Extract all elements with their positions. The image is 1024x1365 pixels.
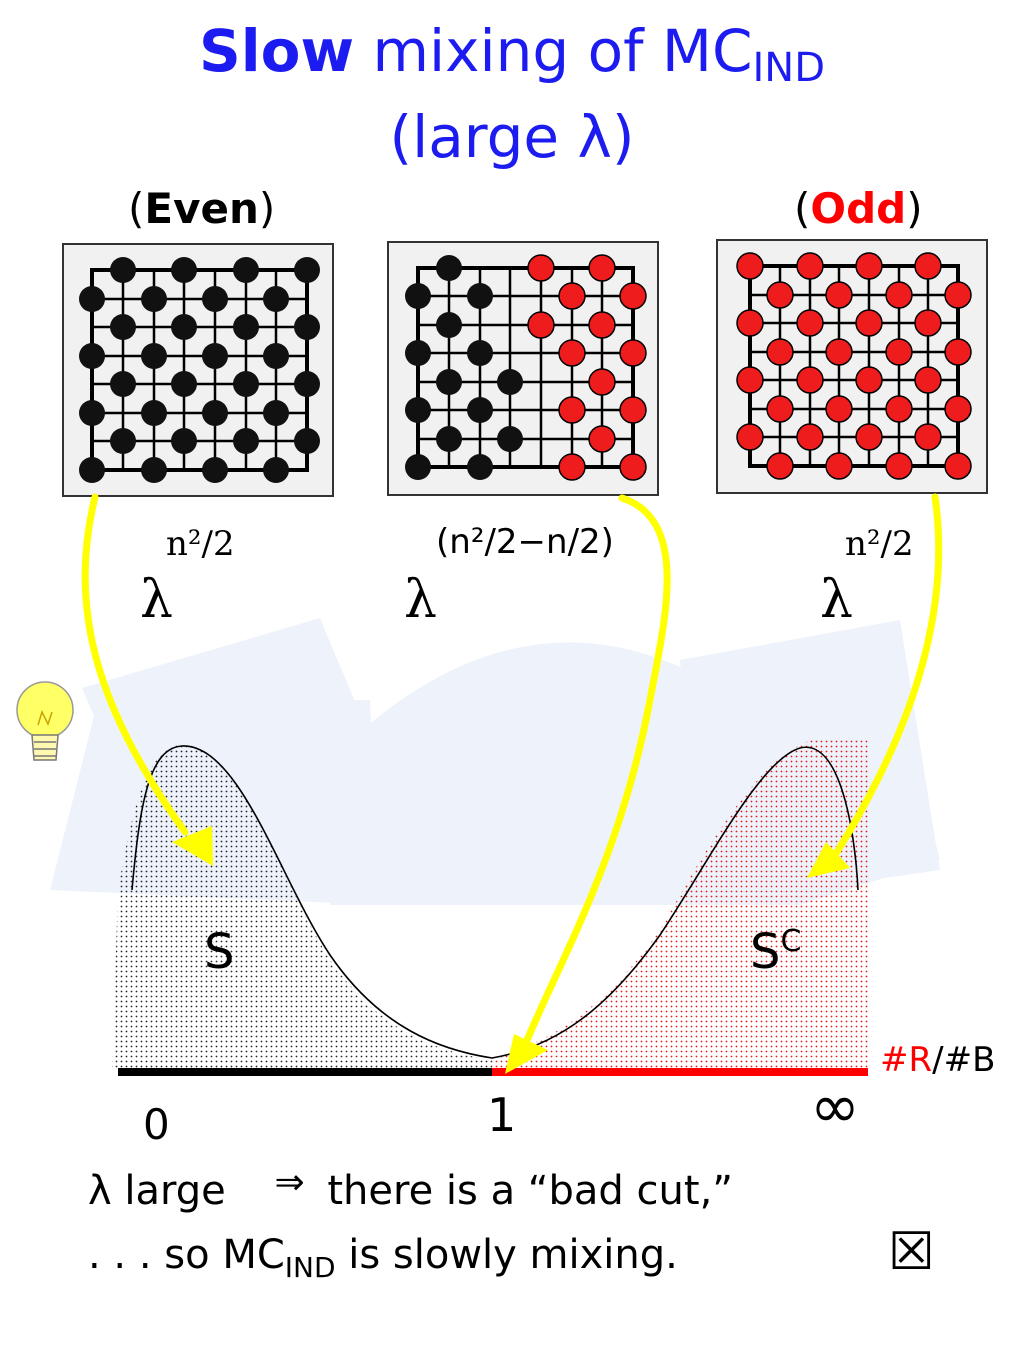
region-Sc-label: SC <box>750 924 802 980</box>
axis-tick-zero: 0 <box>143 1100 170 1149</box>
arrow-odd-to-Sc <box>831 493 943 859</box>
even-word: Even <box>144 184 259 233</box>
arrowhead-even <box>172 826 213 866</box>
odd-label: (Odd) <box>794 184 923 233</box>
title-text: mixing of MC <box>354 17 753 85</box>
conclusion-bad-cut: there is a “bad cut,” <box>327 1168 733 1214</box>
odd-word: Odd <box>810 184 907 233</box>
odd-stones <box>736 252 972 480</box>
left-region-shading <box>112 744 492 1068</box>
even-stones <box>79 257 320 483</box>
region-S-label: S <box>204 924 235 980</box>
even-exponent: n²/2 <box>166 524 235 564</box>
mixed-exponent: (n²/2−n/2) <box>436 522 614 562</box>
implies-symbol: ⇒ <box>274 1162 305 1203</box>
title-bold-word: Slow <box>198 17 355 85</box>
mixed-black-stones <box>405 255 523 480</box>
mixed-lambda: λ <box>404 570 437 630</box>
even-label: (Even) <box>128 184 276 233</box>
even-lambda: λ <box>140 570 173 630</box>
axis-ratio-label: #R/#B <box>880 1040 996 1080</box>
even-configuration-panel <box>62 243 334 497</box>
odd-configuration-panel <box>716 239 988 494</box>
slide-title: Slow mixing of MCIND <box>0 22 1024 88</box>
mixed-configuration-panel <box>387 241 659 496</box>
axis-tick-one: 1 <box>487 1088 517 1142</box>
mixed-red-stones <box>527 254 647 481</box>
arrowhead-odd <box>807 842 850 878</box>
arrow-mixed-to-1 <box>521 494 671 1049</box>
title-subscript: IND <box>752 45 825 91</box>
conclusion-lambda-large: λ large <box>88 1168 226 1214</box>
axis-tick-infinity: ∞ <box>810 1072 860 1142</box>
distribution-curve <box>131 745 859 1059</box>
yellow-arrows <box>81 493 943 1049</box>
arrowhead-mixed <box>505 1034 548 1074</box>
odd-lambda: λ <box>820 570 853 630</box>
arrow-even-to-S <box>81 493 189 836</box>
lightbulb-icon <box>16 681 74 761</box>
odd-exponent: n²/2 <box>845 524 914 564</box>
title-line-2: (large λ) <box>389 103 635 171</box>
conclusion-line-2: . . . so MCIND is slowly mixing. <box>88 1232 678 1284</box>
qed-box-icon: ☒ <box>888 1222 935 1282</box>
conclusion-line-1: λ large ⇒ there is a “bad cut,” <box>88 1162 733 1214</box>
